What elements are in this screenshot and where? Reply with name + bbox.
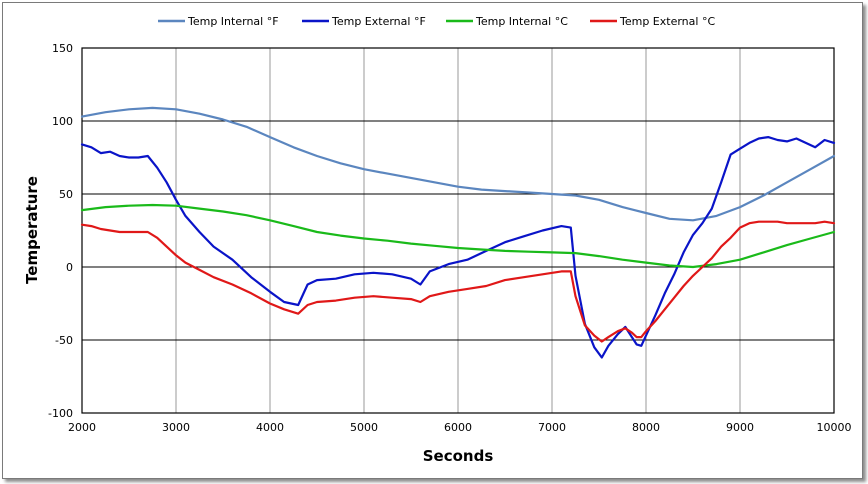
- series-line-1: [80, 106, 836, 222]
- series-group: [80, 106, 836, 359]
- x-axis-title: Seconds: [423, 447, 494, 465]
- x-tick-label: 5000: [350, 421, 378, 434]
- chart-frame: [2, 2, 863, 479]
- legend-label: Temp Internal °C: [475, 15, 568, 28]
- x-tick-label: 2000: [68, 421, 96, 434]
- y-axis-title: Temperature: [23, 176, 41, 284]
- y-tick-label: 150: [52, 42, 73, 55]
- y-tick-label: -100: [48, 407, 73, 420]
- series-line-3: [80, 203, 836, 269]
- tick-labels: 2000 3000 4000 5000 6000 7000 8000 9000 10000 -10…: [48, 42, 851, 434]
- series-line-2: [80, 136, 836, 359]
- x-tick-label: 10000: [817, 421, 852, 434]
- x-tick-label: 8000: [632, 421, 660, 434]
- legend-label: Temp External °C: [619, 15, 715, 28]
- x-tick-label: 6000: [444, 421, 472, 434]
- legend-label: Temp Internal °F: [187, 15, 279, 28]
- plot-area: [81, 47, 835, 414]
- y-tick-label: 0: [66, 261, 73, 274]
- series-line-4: [80, 220, 836, 343]
- x-tick-label: 9000: [726, 421, 754, 434]
- y-tick-label: 100: [52, 115, 73, 128]
- grid: [81, 47, 835, 414]
- y-tick-label: 50: [59, 188, 73, 201]
- y-tick-label: -50: [55, 334, 73, 347]
- x-tick-label: 7000: [538, 421, 566, 434]
- legend-label: Temp External °F: [331, 15, 426, 28]
- x-tick-label: 3000: [162, 421, 190, 434]
- x-tick-label: 4000: [256, 421, 284, 434]
- legend: Temp Internal °F Temp External °F Temp Int…: [158, 15, 715, 28]
